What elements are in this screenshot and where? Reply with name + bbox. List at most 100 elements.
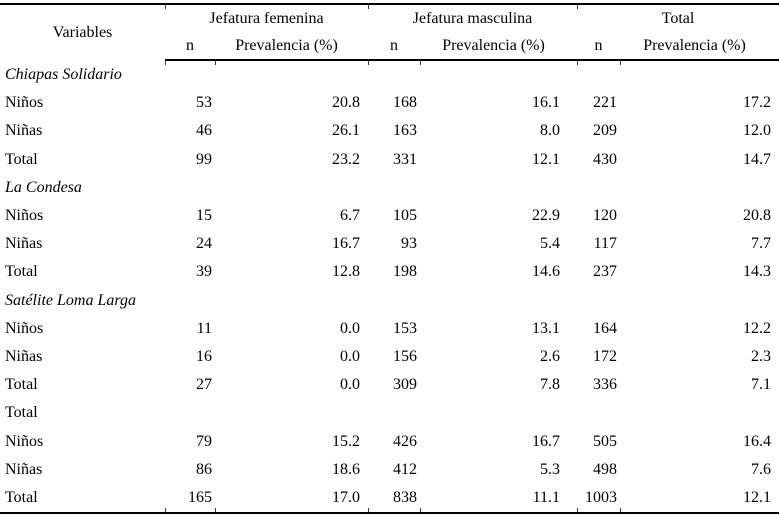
cell-value: 412 (393, 460, 417, 478)
row-label: Niños (5, 94, 44, 112)
cell-value: 117 (593, 235, 617, 253)
cell-value: 2.3 (751, 347, 771, 365)
prevalencia-column-header-femenina: Prevalencia (%) (215, 33, 368, 61)
cell-value: 16.1 (532, 94, 560, 112)
header-row-subcolumns: n Prevalencia (%) n Prevalencia (%) n Pr… (0, 33, 779, 61)
column-tick (620, 508, 621, 512)
prevalencia-column-header-total: Prevalencia (%) (620, 33, 779, 61)
section-title-row: Satélite Loma Larga (0, 287, 779, 315)
cell-value: 27 (196, 376, 212, 394)
table-row: Total 165 17.0 838 11.1 1003 12.1 (0, 484, 779, 513)
cell-value: 7.8 (540, 376, 560, 394)
cell-value: 18.6 (332, 460, 360, 478)
cell-value: 0.0 (340, 319, 360, 337)
cell-value: 79 (196, 432, 212, 450)
section-title: Satélite Loma Larga (5, 291, 136, 309)
column-tick (368, 61, 369, 65)
table-row: Niñas 86 18.6 412 5.3 498 7.6 (0, 456, 779, 484)
cell-value: 12.0 (743, 122, 771, 140)
row-label: Total (5, 376, 38, 394)
column-tick (165, 61, 166, 65)
table-header: Variables Jefatura femenina Jefatura mas… (0, 4, 779, 61)
cell-value: 12.8 (332, 263, 360, 281)
column-tick (165, 508, 166, 512)
variables-column-header: Variables (52, 23, 113, 41)
column-tick (620, 61, 621, 65)
cell-value: 153 (393, 319, 417, 337)
cell-value: 164 (593, 319, 617, 337)
cell-value: 11 (196, 319, 212, 337)
cell-value: 24 (196, 235, 212, 253)
cell-value: 430 (593, 150, 617, 168)
column-tick (368, 508, 369, 512)
cell-value: 12.2 (743, 319, 771, 337)
cell-value: 172 (593, 347, 617, 365)
cell-value: 16.7 (532, 432, 560, 450)
cell-value: 6.7 (340, 207, 360, 225)
cell-value: 163 (393, 122, 417, 140)
cell-value: 838 (393, 488, 417, 506)
cell-value: 209 (593, 122, 617, 140)
cell-value: 7.6 (751, 460, 771, 478)
cell-value: 5.4 (540, 235, 560, 253)
cell-value: 309 (393, 376, 417, 394)
cell-value: 156 (393, 347, 417, 365)
cell-value: 1003 (585, 488, 617, 506)
prevalence-table: Variables Jefatura femenina Jefatura mas… (0, 3, 779, 514)
table-row: Niños 79 15.2 426 16.7 505 16.4 (0, 427, 779, 455)
cell-value: 505 (593, 432, 617, 450)
table-body: Chiapas Solidario Niños 53 20.8 168 16.1 221 17… (0, 60, 779, 513)
cell-value: 120 (593, 207, 617, 225)
column-tick (577, 61, 578, 65)
section-title-row: Total (0, 399, 779, 427)
section-title: Chiapas Solidario (5, 66, 122, 84)
table-row: Niños 53 20.8 168 16.1 221 17.2 (0, 89, 779, 117)
row-label: Total (5, 488, 38, 506)
cell-value: 0.0 (340, 347, 360, 365)
cell-value: 168 (393, 94, 417, 112)
cell-value: 53 (196, 94, 212, 112)
cell-value: 23.2 (332, 150, 360, 168)
table-row: Niños 15 6.7 105 22.9 120 20.8 (0, 202, 779, 230)
table-row: Niñas 24 16.7 93 5.4 117 7.7 (0, 230, 779, 258)
row-label: Niños (5, 432, 44, 450)
cell-value: 14.6 (532, 263, 560, 281)
cell-value: 20.8 (332, 94, 360, 112)
column-tick (215, 61, 216, 65)
column-tick (577, 508, 578, 512)
table-row: Niñas 16 0.0 156 2.6 172 2.3 (0, 343, 779, 371)
cell-value: 17.2 (743, 94, 771, 112)
cell-value: 198 (393, 263, 417, 281)
prevalencia-column-header-masculina: Prevalencia (%) (420, 33, 577, 61)
table-row: Total 39 12.8 198 14.6 237 14.3 (0, 258, 779, 286)
column-tick (420, 61, 421, 65)
cell-value: 12.1 (532, 150, 560, 168)
cell-value: 105 (393, 207, 417, 225)
row-label: Niños (5, 207, 44, 225)
cell-value: 0.0 (340, 376, 360, 394)
cell-value: 12.1 (743, 488, 771, 506)
cell-value: 15.2 (332, 432, 360, 450)
n-column-header-total: n (577, 33, 620, 61)
column-tick (165, 5, 166, 9)
row-label: Total (5, 150, 38, 168)
cell-value: 22.9 (532, 207, 560, 225)
cell-value: 15 (196, 207, 212, 225)
row-label: Niñas (5, 347, 43, 365)
table-row: Niños 11 0.0 153 13.1 164 12.2 (0, 315, 779, 343)
cell-value: 86 (196, 460, 212, 478)
cell-value: 17.0 (332, 488, 360, 506)
cell-value: 5.3 (540, 460, 560, 478)
row-label: Niñas (5, 122, 43, 140)
group-header-total: Total (661, 10, 695, 27)
section-title: La Condesa (5, 178, 82, 196)
column-tick (420, 508, 421, 512)
row-label: Niños (5, 319, 44, 337)
column-tick (215, 508, 216, 512)
cell-value: 46 (196, 122, 212, 140)
cell-value: 16.7 (332, 235, 360, 253)
cell-value: 331 (393, 150, 417, 168)
row-label: Niñas (5, 460, 43, 478)
row-label: Niñas (5, 235, 43, 253)
